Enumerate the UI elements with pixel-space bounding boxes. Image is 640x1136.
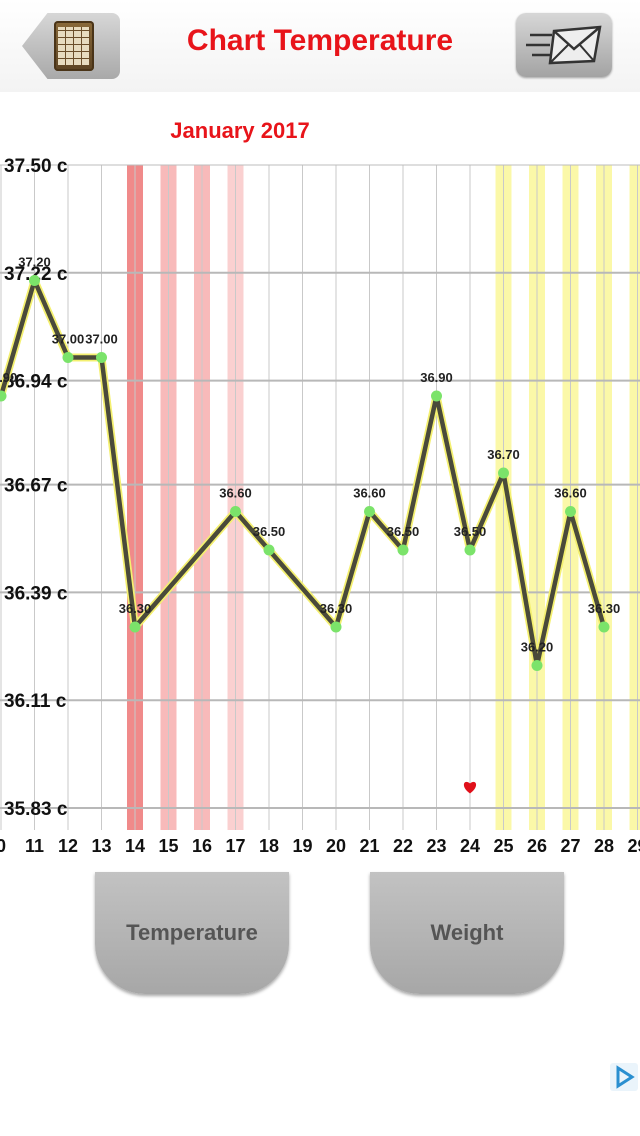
y-tick-label: 36.11 c: [4, 691, 67, 712]
data-label: 36.70: [487, 447, 520, 462]
data-label: 36.60: [353, 486, 386, 501]
x-tick-label: 19: [292, 836, 312, 856]
series-line: [0, 278, 607, 668]
data-label: 36.20: [521, 640, 554, 655]
temperature-button[interactable]: Temperature: [95, 872, 289, 994]
data-label: 36.30: [588, 601, 621, 616]
temperature-chart: January 2017 37.50 c 37.22 c 36.94 c 36.67 c…: [0, 100, 640, 870]
y-tick-label: 36.39 c: [4, 583, 68, 604]
y-tick-label: 37.50 c: [4, 156, 68, 177]
data-label: 36.90: [420, 370, 453, 385]
data-point: [129, 621, 141, 633]
page-title: Chart Temperature: [186, 24, 454, 57]
x-tick-label: 0: [0, 836, 6, 856]
data-point: [29, 275, 40, 287]
heart-icon: [463, 781, 477, 794]
x-tick-label: 23: [426, 836, 446, 856]
data-point: [498, 467, 509, 479]
y-tick-label: 36.67 c: [4, 476, 68, 497]
data-point: [364, 506, 375, 518]
x-tick-label: 12: [58, 836, 78, 856]
x-tick-label: 21: [359, 836, 379, 856]
data-label: 36.50: [454, 524, 487, 539]
y-tick-label: 35.83 c: [4, 799, 68, 820]
data-label: 36.60: [554, 486, 587, 501]
data-label: 36.30: [119, 601, 152, 616]
fertile-band-4: [629, 165, 640, 830]
data-label: 36.50: [253, 524, 286, 539]
x-tick-label: 24: [460, 836, 480, 856]
y-tick-label: 36.94 c: [4, 372, 68, 393]
x-tick-label: 16: [192, 836, 212, 856]
data-point: [230, 506, 241, 518]
data-label: 37.00: [52, 332, 85, 347]
chart-svg: January 2017 37.50 c 37.22 c 36.94 c 36.67 c…: [0, 118, 640, 856]
x-tick-label: 15: [158, 836, 178, 856]
x-tick-label: 27: [560, 836, 580, 856]
data-point: [62, 352, 74, 364]
send-mail-button[interactable]: [516, 13, 612, 77]
calendar-icon: [54, 21, 94, 71]
chart-title: January 2017: [170, 118, 309, 143]
x-tick-label: 11: [25, 836, 44, 856]
data-label: 37.20: [18, 255, 51, 270]
x-tick-label: 13: [91, 836, 111, 856]
data-point: [531, 660, 543, 672]
navigation-bar: Chart Temperature: [0, 0, 640, 92]
x-tick-label: 26: [527, 836, 547, 856]
data-point: [96, 352, 107, 364]
data-point: [397, 544, 409, 556]
x-tick-label: 25: [493, 836, 513, 856]
x-tick-label: 18: [259, 836, 279, 856]
x-tick-label: 17: [225, 836, 245, 856]
data-point: [598, 621, 610, 633]
y-tick-label: 37.22 c: [4, 264, 68, 285]
data-label: 36.60: [219, 486, 252, 501]
x-tick-label: 22: [393, 836, 413, 856]
data-label: 36.50: [387, 524, 420, 539]
back-calendar-button[interactable]: [22, 13, 120, 79]
data-label: 37.00: [85, 332, 118, 347]
x-tick-label: 14: [125, 836, 145, 856]
data-point: [431, 390, 442, 402]
adchoices-icon[interactable]: [610, 1063, 638, 1091]
x-tick-label: 29: [627, 836, 640, 856]
data-point: [565, 506, 576, 518]
data-point: [464, 544, 476, 556]
data-point: [0, 390, 7, 402]
weight-button[interactable]: Weight: [370, 872, 564, 994]
send-mail-icon: [526, 25, 602, 65]
x-tick-label: 28: [594, 836, 614, 856]
data-label: 36.30: [320, 601, 353, 616]
data-point: [263, 544, 275, 556]
data-point: [330, 621, 342, 633]
data-label: 36.90: [0, 370, 17, 385]
x-tick-label: 20: [326, 836, 346, 856]
